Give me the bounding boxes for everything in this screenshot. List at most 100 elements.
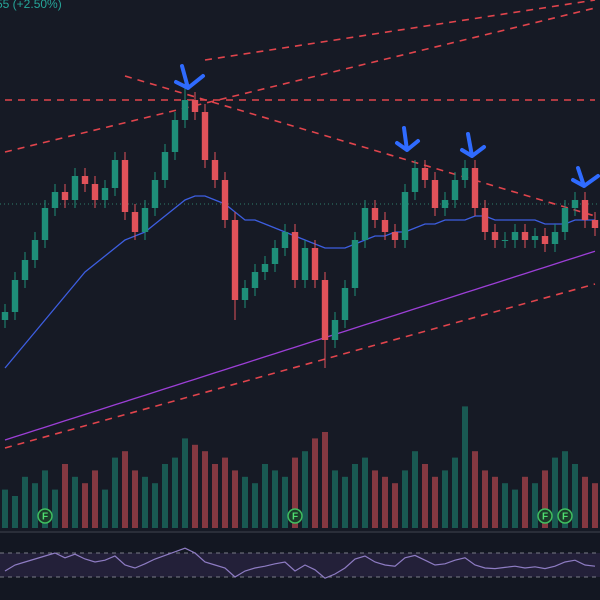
volume-bar xyxy=(122,451,128,528)
volume-bar xyxy=(272,470,278,528)
volume-bar xyxy=(312,438,318,528)
candle-body xyxy=(591,220,599,228)
volume-bar xyxy=(332,470,338,528)
candle-body xyxy=(91,184,99,200)
volume-bar xyxy=(72,476,78,528)
legend-value: 55 (+2.50%) xyxy=(0,0,62,11)
volume-bar xyxy=(372,470,378,528)
candle-body xyxy=(161,152,169,180)
candle-body xyxy=(201,112,209,160)
candle-body xyxy=(561,208,569,232)
candle-body xyxy=(371,208,379,220)
rsi-pane xyxy=(0,533,600,600)
volume-bar xyxy=(252,483,258,528)
candle-body xyxy=(231,220,239,300)
candle-body xyxy=(531,236,539,240)
arrow xyxy=(174,64,205,90)
candle-body xyxy=(331,320,339,340)
volume-bar xyxy=(452,457,458,528)
candle-body xyxy=(511,232,519,240)
candle-body xyxy=(291,232,299,280)
volume-bar xyxy=(2,489,8,528)
candle-body xyxy=(481,208,489,232)
volume-bar xyxy=(592,483,598,528)
volume-bar xyxy=(432,476,438,528)
candle-body xyxy=(1,312,9,320)
volume-bar xyxy=(92,470,98,528)
volume-bar xyxy=(462,406,468,528)
volume-bar xyxy=(512,489,518,528)
volume-bar xyxy=(112,457,118,528)
volume-bar xyxy=(352,464,358,528)
candle-body xyxy=(121,160,129,212)
volume-bar xyxy=(12,496,18,528)
rsi-band xyxy=(0,553,600,577)
volume-bar xyxy=(142,476,148,528)
volume-bar xyxy=(42,470,48,528)
volume-bar xyxy=(482,470,488,528)
candle-body xyxy=(341,288,349,320)
candle-body xyxy=(521,232,529,240)
volume-bar xyxy=(152,483,158,528)
volume-bar xyxy=(392,483,398,528)
candle-body xyxy=(251,272,259,288)
volume-bar xyxy=(242,476,248,528)
volume-bar xyxy=(192,444,198,528)
volume-bar xyxy=(502,483,508,528)
volume-bar xyxy=(492,476,498,528)
candle-body xyxy=(141,208,149,232)
candle-body xyxy=(381,220,389,232)
event-marker xyxy=(537,508,553,524)
volume-bar xyxy=(52,489,58,528)
volume-bar xyxy=(292,457,298,528)
candle-body xyxy=(321,280,329,340)
event-marker xyxy=(37,508,53,524)
candle-body xyxy=(541,236,549,244)
candle-body xyxy=(451,180,459,200)
volume-bar xyxy=(402,470,408,528)
volume-bar xyxy=(362,457,368,528)
volume-bar xyxy=(282,476,288,528)
arrows xyxy=(174,64,600,188)
candle-body xyxy=(221,180,229,220)
volume-bar xyxy=(232,470,238,528)
candle-body xyxy=(51,192,59,208)
trendline xyxy=(4,7,596,153)
candle-body xyxy=(301,248,309,280)
candle-body xyxy=(81,176,89,184)
event-label: F xyxy=(562,512,568,523)
volume-bar xyxy=(532,483,538,528)
arrow xyxy=(395,126,420,152)
candle-body xyxy=(471,168,479,208)
candle-body xyxy=(501,240,509,241)
volume-bar xyxy=(22,476,28,528)
event-marker xyxy=(287,508,303,524)
candle-body xyxy=(461,168,469,180)
candle-body xyxy=(411,168,419,192)
candle-body xyxy=(351,240,359,288)
candle-body xyxy=(21,260,29,280)
volume-bar xyxy=(522,476,528,528)
volume-bar xyxy=(162,464,168,528)
volume-bar xyxy=(422,464,428,528)
candle-body xyxy=(131,212,139,232)
volume-bar xyxy=(182,438,188,528)
candle-body xyxy=(191,100,199,112)
volume-bar xyxy=(132,470,138,528)
candle-body xyxy=(311,248,319,280)
volume-bar xyxy=(202,451,208,528)
candle-body xyxy=(101,188,109,200)
event-label: F xyxy=(42,512,48,523)
volume-bar xyxy=(172,457,178,528)
candle-body xyxy=(31,240,39,260)
candle-body xyxy=(181,100,189,120)
volume-bar xyxy=(542,470,548,528)
candle-body xyxy=(11,280,19,312)
volume-bar xyxy=(82,483,88,528)
candle-body xyxy=(491,232,499,240)
volume-bar xyxy=(222,457,228,528)
volume-bar xyxy=(562,451,568,528)
volume-bar xyxy=(572,464,578,528)
